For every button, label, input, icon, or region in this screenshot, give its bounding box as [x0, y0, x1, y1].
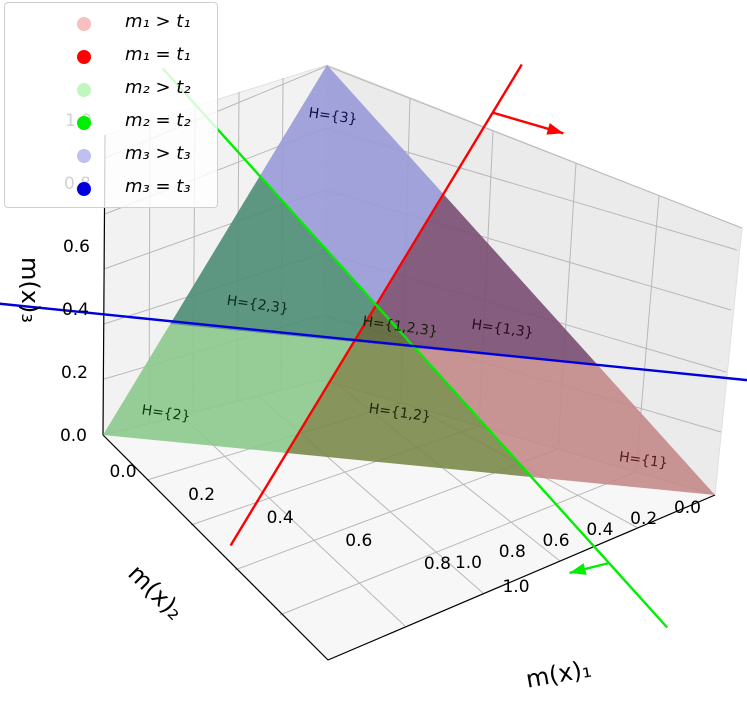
z-tick-label: 0.6 [63, 237, 90, 257]
region-label: H={2} [141, 402, 192, 425]
region-3-fill [259, 65, 444, 305]
m2-direction-arrow [569, 561, 610, 575]
legend-label: m₁ = t₁ [125, 44, 191, 65]
legend-entry: m₂ > t₂ [5, 75, 217, 105]
m2-threshold-line [161, 67, 669, 629]
m3-threshold-line [0, 302, 747, 382]
legend-marker [77, 149, 91, 163]
legend-entry: m₃ = t₃ [5, 174, 217, 204]
region-123-fill [353, 305, 415, 348]
x-tick-label: 0.2 [188, 485, 215, 505]
z-tick-label: 0.0 [60, 426, 87, 446]
x-tick-label: 0.6 [345, 531, 372, 551]
y-axis-ticks: 0.0 0.2 0.4 0.6 0.8 1.0 [455, 498, 701, 573]
y-tick-label: 0.6 [543, 531, 570, 551]
region-label: H={1} [618, 449, 669, 472]
x-tick-label: 0.0 [109, 462, 136, 482]
legend-entry: m₂ = t₂ [5, 108, 217, 138]
x-axis-ticks: 0.00.20.40.60.81.0 [109, 462, 529, 597]
legend: m₁ > t₁ m₁ = t₁ m₂ > t₂ m₂ = t₂ m₃ > t₃ m₃ = … [4, 2, 218, 208]
region-13-fill [376, 194, 599, 366]
legend-marker [77, 182, 91, 196]
legend-label: m₁ > t₁ [125, 11, 191, 32]
region-1-fill [415, 348, 715, 495]
threshold-lines [0, 63, 747, 629]
x-tick-label: 0.8 [424, 554, 451, 574]
y-tick-label: 0.2 [630, 509, 657, 529]
x-tick-label: 1.0 [502, 577, 529, 597]
z-axis-label: m(x)₃ [16, 257, 44, 323]
y-tick-label: 0.0 [674, 498, 701, 518]
y-tick-label: 1.0 [455, 553, 482, 573]
x-axis-label: m(x)₁ [524, 655, 594, 694]
x-tick-label: 0.4 [267, 508, 294, 528]
legend-entry: m₁ > t₁ [5, 9, 217, 39]
region-12-fill [286, 342, 532, 477]
legend-label: m₃ > t₃ [125, 143, 191, 164]
legend-marker [77, 50, 91, 64]
y-tick-label: 0.4 [586, 520, 613, 540]
legend-marker [77, 17, 91, 31]
y-axis-label: m(x)₂ [122, 559, 188, 625]
region-label: H={3} [308, 105, 359, 128]
z-tick-label: 0.2 [61, 363, 88, 383]
legend-marker [77, 83, 91, 97]
legend-label: m₂ > t₂ [125, 77, 191, 98]
y-tick-label: 0.8 [499, 542, 526, 562]
region-2-fill [103, 324, 354, 453]
direction-arrows [492, 111, 610, 575]
region-23-fill [170, 176, 377, 342]
legend-label: m₂ = t₂ [125, 110, 191, 131]
m1-direction-arrow [492, 111, 564, 135]
legend-entry: m₃ > t₃ [5, 141, 217, 171]
legend-label: m₃ = t₃ [125, 176, 191, 197]
z-tick-label: 0.4 [62, 300, 89, 320]
legend-entry: m₁ = t₁ [5, 42, 217, 72]
legend-marker [77, 116, 91, 130]
simplex-regions [103, 65, 715, 495]
